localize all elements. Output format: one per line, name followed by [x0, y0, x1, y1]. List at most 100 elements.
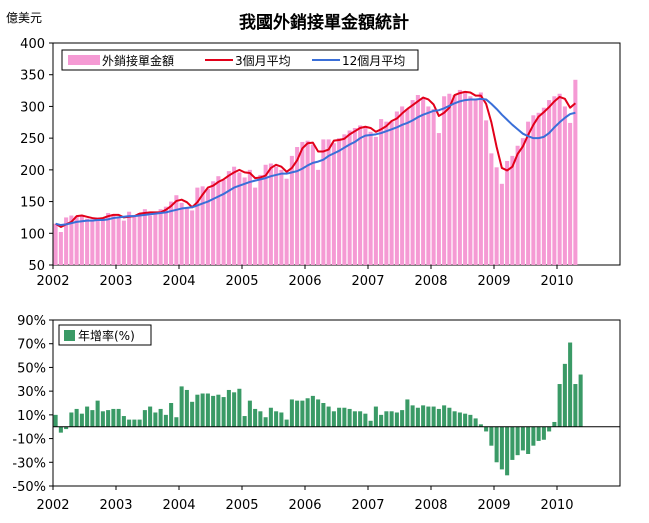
y-tick-label: 200: [20, 164, 45, 179]
x-tick-label: 2005: [225, 274, 258, 289]
yoy-growth-bar: [179, 386, 184, 427]
ma12-line: [55, 97, 576, 227]
export-order-bar: [531, 115, 536, 265]
yoy-growth-bar: [499, 426, 504, 470]
yoy-growth-bar: [394, 412, 399, 427]
yoy-growth-bar: [163, 414, 168, 427]
ma3-line: [55, 90, 577, 228]
yoy-growth-bar: [363, 413, 368, 427]
export-order-bar: [552, 96, 557, 265]
x-tick-label: 2010: [540, 274, 573, 289]
y-tick-label: 10%: [17, 409, 46, 424]
y-tick-label: 50: [28, 259, 45, 274]
yoy-growth-bar: [526, 426, 531, 454]
yoy-growth-bar: [226, 389, 231, 427]
export-order-bar: [494, 167, 499, 265]
export-order-bar: [58, 232, 63, 265]
yoy-growth-bar: [442, 405, 447, 427]
export-order-bar: [211, 181, 216, 265]
export-order-bar: [368, 131, 373, 265]
yoy-growth-bar: [300, 400, 305, 427]
yoy-growth-bar: [95, 400, 100, 427]
yoy-growth-bar: [121, 416, 126, 427]
export-order-bar: [132, 216, 137, 265]
y-tick-label: 400: [20, 37, 45, 52]
yoy-growth-bar: [195, 394, 200, 427]
yoy-growth-bar: [552, 421, 557, 427]
yoy-growth-bar: [347, 408, 352, 427]
yoy-growth-bar: [85, 406, 90, 427]
export-order-bar: [515, 145, 520, 265]
yoy-growth-bar: [478, 424, 483, 427]
export-order-bar: [226, 171, 231, 265]
legend-swatch: [68, 55, 100, 65]
export-order-bar: [358, 125, 363, 266]
y-tick-label: 300: [20, 100, 45, 115]
yoy-growth-bar: [232, 392, 237, 427]
yoy-growth-bar: [468, 414, 473, 427]
yoy-growth-bar: [237, 388, 242, 427]
export-order-bar: [200, 186, 205, 265]
export-order-bar: [326, 139, 331, 265]
legend-swatch: [64, 330, 75, 341]
export-order-bar: [268, 163, 273, 265]
yoy-growth-bar: [169, 403, 174, 427]
yoy-growth-bar: [510, 426, 515, 460]
yoy-growth-bar: [352, 411, 357, 427]
legend-box: [58, 324, 152, 346]
export-order-bar: [158, 209, 163, 265]
yoy-growth-bar: [58, 426, 63, 433]
export-order-bar: [410, 100, 415, 265]
yoy-growth-bar: [100, 411, 105, 427]
export-order-bar: [274, 166, 279, 265]
top-chart: 我國外銷接單金額統計 億美元 50 100 150 200 250 300 350 400 2…: [6, 11, 621, 289]
export-order-bar: [468, 96, 473, 265]
plot-frame: [52, 319, 621, 487]
yoy-growth-bar: [132, 419, 137, 427]
x-tick-label: 2006: [288, 274, 321, 289]
yoy-growth-bar: [484, 426, 489, 432]
yoy-growth-bar: [520, 426, 525, 451]
x-tick-label: 2008: [414, 498, 447, 513]
export-order-bar: [174, 195, 179, 265]
export-order-bar: [379, 119, 384, 265]
yoy-growth-bar: [452, 411, 457, 427]
export-order-bar: [305, 140, 310, 265]
x-tick-label: 2004: [162, 498, 195, 513]
export-order-bar: [394, 111, 399, 265]
export-order-bar: [64, 217, 69, 265]
yoy-growth-bar: [431, 406, 436, 427]
yoy-growth-bar: [79, 413, 84, 427]
yoy-growth-bar: [205, 393, 210, 427]
yoy-growth-bar: [326, 406, 331, 427]
yoy-growth-bar: [494, 426, 499, 463]
export-order-bar: [184, 207, 189, 265]
export-order-bar: [415, 95, 420, 265]
yoy-growth-bar: [505, 426, 510, 476]
yoy-growth-bar: [69, 412, 74, 427]
yoy-growth-bar: [263, 417, 268, 427]
yoy-growth-bar: [557, 384, 562, 427]
export-order-bar: [253, 187, 258, 265]
export-order-bar: [505, 160, 510, 265]
export-order-bar: [148, 215, 153, 265]
export-order-bar: [295, 147, 300, 265]
yoy-growth-bar: [211, 395, 216, 427]
yoy-growth-bar: [216, 394, 221, 427]
plot-frame: [52, 42, 621, 266]
yoy-growth-bar: [400, 410, 405, 427]
legend-label: 3個月平均: [235, 54, 291, 68]
yoy-growth-bar: [148, 406, 153, 427]
y-tick-label: 250: [20, 132, 45, 147]
yoy-growth-bar: [106, 410, 111, 427]
yoy-growth-bar: [268, 407, 273, 427]
export-order-bar: [457, 89, 462, 265]
legend-label: 12個月平均: [342, 54, 405, 68]
export-order-bar: [310, 144, 315, 265]
export-order-bar: [106, 212, 111, 265]
export-order-bar: [289, 155, 294, 265]
export-order-bar: [342, 134, 347, 265]
export-order-bar: [363, 126, 368, 265]
yoy-growth-bar: [64, 426, 69, 430]
